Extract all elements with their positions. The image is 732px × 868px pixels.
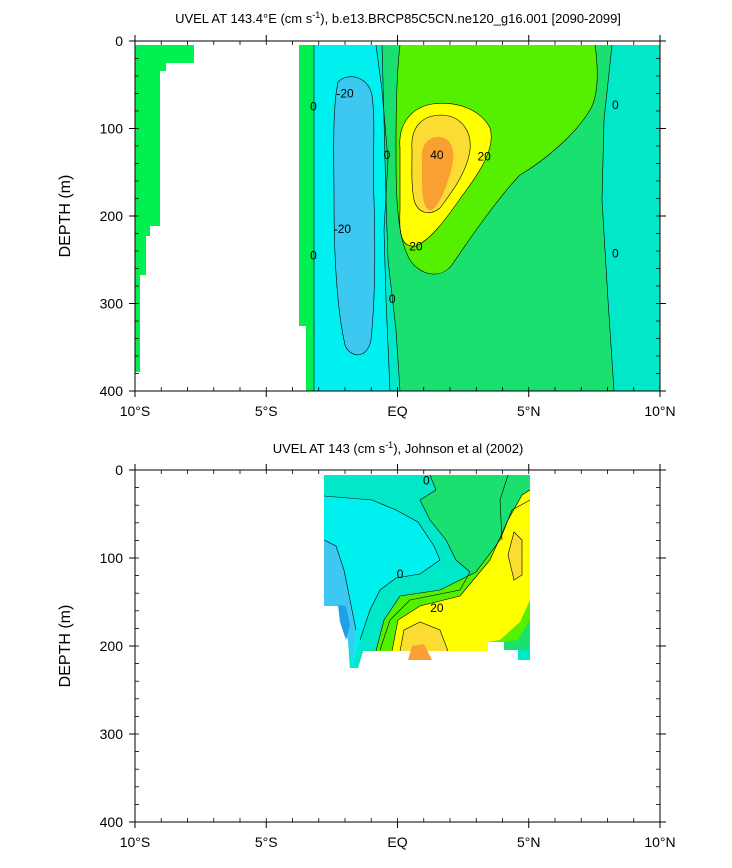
top-field-50 [421,136,454,211]
bottom-panel: UVEL AT 143 (cm s-1), Johnson et al (200… [57,440,676,850]
bottom-contour-line [375,499,531,652]
bottom-x-tick-label: 10°N [644,834,675,850]
top-contour-line [395,44,598,275]
top-contour-label: 20 [477,150,491,164]
bottom-contour-line [379,474,471,651]
top-land-edge-strip [299,45,316,391]
top-y-tick-label: 0 [115,33,123,49]
top-contour-line [399,102,492,247]
bottom-plot-fill [324,475,530,668]
top-x-tick-label: EQ [387,403,407,419]
bottom-contour-line [323,539,357,631]
bottom-y-tick-label: 200 [100,638,124,654]
bottom-x-tick-label: 5°N [517,834,541,850]
top-contour-line [601,44,615,392]
top-y-tick-label: 200 [100,208,124,224]
bottom-x-tick-label: 10°S [120,834,151,850]
bottom-field-40 [400,622,448,651]
top-panel-title: UVEL AT 143.4°E (cm s-1), b.e13.BRCP85C5… [175,10,621,26]
bottom-y-tick-label: 100 [100,550,124,566]
top-contour-label: 0 [389,292,396,306]
top-y-tick-label: 100 [100,121,124,137]
top-contour-label: 40 [430,148,444,162]
top-panel: UVEL AT 143.4°E (cm s-1), b.e13.BRCP85C5… [57,10,676,419]
top-contour-label: 0 [310,100,317,114]
top-field-neg20 [333,76,375,355]
bottom-y-tick-label: 0 [115,462,123,478]
top-contour-line [411,114,471,213]
bottom-contour-lines [323,474,531,652]
top-left-green-bars [135,45,194,372]
top-y-tick-label: 400 [100,383,124,399]
top-y-tick-label: 300 [100,296,124,312]
top-plot-fill [135,45,660,391]
top-contour-line [381,44,401,392]
top-x-tick-label: 10°N [644,403,675,419]
bottom-y-tick-label: 400 [100,814,124,830]
bottom-contour-line [499,474,509,541]
top-contour-label: -20 [336,87,354,101]
top-contour-labels: -20 -20 0 0 0 0 40 20 20 0 0 [310,87,619,307]
top-contour-label: 0 [384,148,391,162]
top-contour-label: 0 [612,98,619,112]
top-contour-line [333,76,376,356]
top-contour-label: -20 [334,222,352,236]
bottom-x-tick-label: 5°S [255,834,278,850]
bottom-contour-line [507,531,523,581]
bottom-y-tick-label: 300 [100,726,124,742]
top-y-axis-title: DEPTH (m) [57,175,74,258]
bottom-contour-label: 0 [397,567,404,581]
top-contour-label: 0 [612,247,619,261]
top-contour-label: 20 [409,240,423,254]
top-field-east-zero [602,45,660,391]
bottom-contour-line [399,621,449,652]
top-x-tick-label: 10°S [120,403,151,419]
bottom-field-neg30 [338,605,350,640]
top-x-tick-label: 5°S [255,403,278,419]
top-x-tick-label: 5°N [517,403,541,419]
top-contour-lines [313,44,615,392]
bottom-field-50 [408,644,432,660]
bottom-field-40-east [508,532,522,580]
bottom-x-tick-label: EQ [387,834,407,850]
bottom-field-30 [392,490,530,651]
bottom-contour-line [323,495,441,641]
top-contour-label: 0 [310,248,317,262]
bottom-contour-label: 20 [430,601,444,615]
bottom-contour-line [391,489,531,652]
bottom-panel-title: UVEL AT 143 (cm s-1), Johnson et al (200… [273,440,524,456]
bottom-y-axis-title: DEPTH (m) [57,605,74,688]
bottom-contour-labels: 0 0 20 [397,474,444,616]
bottom-field-patch [518,650,530,660]
bottom-contour-label: 0 [423,474,430,488]
